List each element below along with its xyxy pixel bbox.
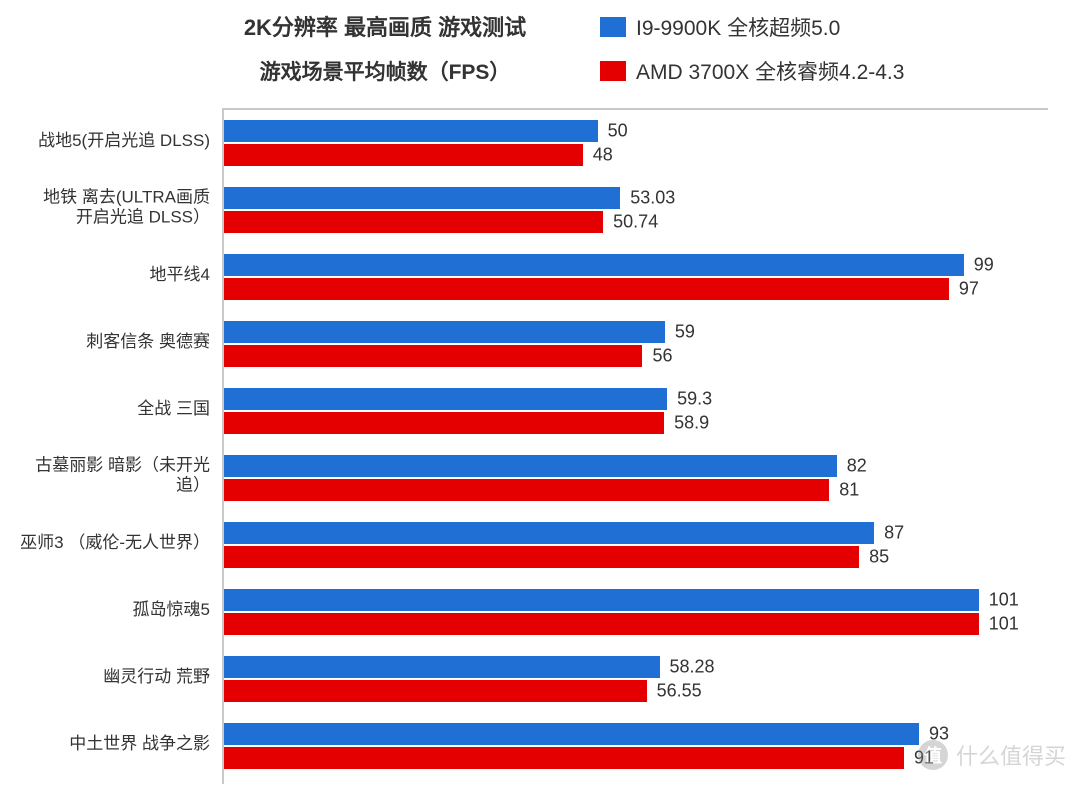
bar-value-label: 56.55 [657,681,702,702]
bar-group: 8785 [224,522,1048,570]
bar-wrap: 99 [224,254,1048,276]
bar-s1 [224,187,620,209]
bar-value-label: 87 [884,523,904,544]
bar-value-label: 99 [974,255,994,276]
bar-s1 [224,455,837,477]
chart: 战地5(开启光追 DLSS) 地铁 离去(ULTRA画质开启光追 DLSS） 地平线… [0,108,1078,788]
bar-s1 [224,321,665,343]
bar-wrap: 59.3 [224,388,1048,410]
category-label: 孤岛惊魂5 [0,600,210,620]
bar-wrap: 56.55 [224,680,1048,702]
legend-label-series2: AMD 3700X 全核睿频4.2-4.3 [636,56,904,86]
bar-value-label: 81 [839,480,859,501]
bar-s2 [224,412,664,434]
bar-group: 5048 [224,120,1048,168]
title-main: 2K分辨率 最高画质 游戏测试 [200,10,570,42]
bar-value-label: 101 [989,614,1019,635]
bar-value-label: 85 [869,547,889,568]
bar-wrap: 48 [224,144,1048,166]
bar-value-label: 48 [593,145,613,166]
legend: I9-9900K 全核超频5.0 AMD 3700X 全核睿频4.2-4.3 [600,12,904,100]
bar-s2 [224,278,949,300]
bar-value-label: 59 [675,322,695,343]
bar-group: 59.3 58.9 [224,388,1048,436]
category-label: 中土世界 战争之影 [0,734,210,754]
titles-block: 2K分辨率 最高画质 游戏测试 游戏场景平均帧数（FPS） [200,10,570,86]
bar-wrap: 81 [224,479,1048,501]
bar-value-label: 50.74 [613,212,658,233]
legend-label-series1: I9-9900K 全核超频5.0 [636,12,840,42]
y-axis-labels: 战地5(开启光追 DLSS) 地铁 离去(ULTRA画质开启光追 DLSS） 地平线… [0,108,218,788]
bar-group: 5956 [224,321,1048,369]
bar-wrap: 53.03 [224,187,1048,209]
bar-wrap: 50 [224,120,1048,142]
bar-wrap: 56 [224,345,1048,367]
bar-wrap: 101 [224,613,1048,635]
category-label: 幽灵行动 荒野 [0,667,210,687]
bar-wrap: 87 [224,522,1048,544]
bar-wrap: 59 [224,321,1048,343]
watermark-text: 什么值得买 [956,739,1066,771]
bar-wrap: 50.74 [224,211,1048,233]
bar-s1 [224,388,667,410]
legend-item-series1: I9-9900K 全核超频5.0 [600,12,904,42]
legend-swatch-series1 [600,17,626,37]
chart-header: 2K分辨率 最高画质 游戏测试 游戏场景平均帧数（FPS） I9-9900K 全… [0,0,1078,100]
bar-s1 [224,589,979,611]
bar-value-label: 59.3 [677,389,712,410]
category-label: 古墓丽影 暗影（未开光追） [0,456,210,497]
bar-value-label: 56 [652,346,672,367]
category-label: 巫师3 （威伦-无人世界） [0,533,210,553]
watermark-badge-icon: 值 [918,740,948,770]
bar-s2 [224,747,904,769]
bar-group: 53.03 50.74 [224,187,1048,235]
bar-wrap: 101 [224,589,1048,611]
title-sub: 游戏场景平均帧数（FPS） [200,56,570,86]
bar-s2 [224,479,829,501]
category-label: 地铁 离去(ULTRA画质开启光追 DLSS） [0,188,210,229]
bar-value-label: 53.03 [630,188,675,209]
bar-value-label: 97 [959,279,979,300]
bar-wrap: 58.9 [224,412,1048,434]
bar-group: 101101 [224,589,1048,637]
bar-value-label: 101 [989,590,1019,611]
bar-s2 [224,144,583,166]
legend-swatch-series2 [600,61,626,81]
bar-s2 [224,680,647,702]
bar-value-label: 58.9 [674,413,709,434]
bar-s1 [224,522,874,544]
plot-area: 504853.0350.749997595659.358.98281878510… [222,108,1048,784]
bar-value-label: 58.28 [670,657,715,678]
bar-group: 9997 [224,254,1048,302]
bar-value-label: 50 [608,121,628,142]
category-label: 地平线4 [0,265,210,285]
category-label: 战地5(开启光追 DLSS) [0,131,210,151]
bar-group: 58.28 56.55 [224,656,1048,704]
bar-wrap: 58.28 [224,656,1048,678]
category-label: 全战 三国 [0,399,210,419]
bar-s2 [224,546,859,568]
bar-s1 [224,120,598,142]
watermark: 值 什么值得买 [918,739,1066,771]
bar-wrap: 82 [224,455,1048,477]
bar-s1 [224,254,964,276]
bar-wrap: 97 [224,278,1048,300]
legend-item-series2: AMD 3700X 全核睿频4.2-4.3 [600,56,904,86]
bar-group: 8281 [224,455,1048,503]
bar-wrap: 85 [224,546,1048,568]
category-label: 刺客信条 奥德赛 [0,332,210,352]
bar-value-label: 82 [847,456,867,477]
bar-s2 [224,613,979,635]
bar-s1 [224,723,919,745]
bar-s2 [224,345,642,367]
bar-s1 [224,656,660,678]
bar-s2 [224,211,603,233]
